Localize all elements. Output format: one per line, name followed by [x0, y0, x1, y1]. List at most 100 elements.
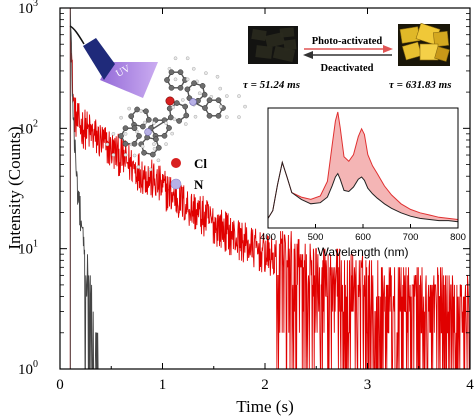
forward-arrowhead — [383, 45, 393, 53]
x-tick-label: 1 — [159, 377, 167, 393]
hydrogen-atom — [191, 67, 196, 71]
hydrogen-atom — [156, 158, 161, 163]
hydrogen-atom — [105, 142, 110, 147]
bright-crystal — [432, 30, 450, 48]
carbon-atom — [177, 69, 184, 76]
hydrogen-atom — [148, 167, 153, 172]
hydrogen-atom — [136, 165, 141, 169]
hydrogen-atom — [197, 91, 202, 96]
n-label: N — [194, 177, 204, 192]
carbon-atom — [199, 83, 206, 89]
inset-x-tick-label: 700 — [403, 232, 419, 243]
hydrogen-atom — [140, 144, 145, 149]
carbon-atom — [122, 140, 129, 147]
carbon-atom — [167, 114, 174, 121]
carbon-atom — [141, 149, 147, 156]
inset-x-ticks: 400 500 600 700 800 — [260, 224, 466, 243]
hydrogen-atom — [172, 117, 177, 122]
bright-crystal — [434, 46, 450, 62]
hydrogen-atom — [123, 132, 128, 136]
carbon-atom — [176, 118, 182, 124]
y-tick-label: 103 — [18, 0, 38, 17]
hydrogen-atom — [127, 106, 131, 111]
carbon-atom — [143, 108, 149, 115]
decay-plot-area — [60, 8, 470, 369]
hydrogen-atom — [183, 122, 188, 126]
carbon-atom — [136, 133, 142, 139]
hydrogen-atom — [185, 77, 190, 82]
cl-label: Cl — [194, 156, 207, 171]
decay-series-red — [60, 8, 470, 369]
carbon-atom — [140, 123, 146, 130]
carbon-atom — [215, 97, 222, 104]
x-tick-label: 3 — [364, 377, 372, 393]
dark-crystal — [264, 32, 286, 48]
uv-flashlight-icon: UV — [69, 25, 158, 98]
carbon-atom — [164, 77, 170, 83]
hydrogen-atom — [225, 115, 229, 119]
hydrogen-atom — [185, 56, 190, 61]
inset-x-tick-label: 400 — [260, 232, 276, 243]
inset-x-tick-label: 500 — [308, 232, 324, 243]
inset-activated-fill — [268, 112, 458, 222]
hydrogen-atom — [132, 153, 137, 158]
flashlight-cord — [69, 25, 85, 45]
carbon-atom — [131, 125, 138, 132]
dark-crystal — [279, 27, 295, 38]
emission-inset-chart: 400 500 600 700 800 Wavelength (nm) — [260, 107, 466, 259]
x-axis-label: Time (s) — [236, 397, 293, 416]
bright-crystals — [399, 22, 450, 62]
hydrogen-atom — [218, 104, 223, 109]
uv-beam — [100, 62, 158, 98]
y-axis-ticks: 100 101 102 103 — [18, 0, 470, 378]
activation-scheme: Photo-activated Deactivated τ = 51.24 ms… — [243, 22, 452, 91]
carbon-atom — [206, 112, 213, 119]
carbon-atom — [161, 132, 168, 139]
x-axis-ticks: 0 1 2 3 4 — [56, 8, 474, 393]
carbon-atom — [153, 136, 159, 143]
cl-atom-swatch — [171, 158, 181, 168]
carbon-atom — [134, 106, 140, 113]
photo-activated-label: Photo-activated — [312, 36, 383, 47]
nitrogen-atom — [189, 98, 197, 106]
carbon-atom — [131, 140, 138, 147]
hydrogen-atom — [237, 115, 241, 119]
carbon-atom — [215, 112, 222, 119]
dark-crystal — [283, 39, 297, 51]
carbon-atom — [150, 151, 156, 158]
carbon-atom — [206, 97, 213, 104]
hydrogen-atom — [111, 153, 116, 157]
carbon-atom — [182, 103, 189, 110]
carbon-atom — [177, 84, 184, 91]
nitrogen-atom — [144, 128, 152, 136]
dark-crystals — [251, 27, 297, 63]
carbon-atom — [184, 86, 191, 93]
n-atom-swatch — [170, 178, 182, 190]
hydrogen-atom — [119, 115, 123, 120]
inset-plot-area — [268, 111, 458, 223]
hydrogen-atom — [164, 121, 168, 125]
hydrogen-atom — [218, 86, 223, 91]
y-axis-label: Intensity (Counts) — [5, 126, 24, 249]
hydrogen-atom — [170, 131, 174, 136]
carbon-atom — [168, 69, 175, 76]
bright-crystal — [402, 41, 422, 61]
carbon-atom — [202, 105, 208, 111]
carbon-atom — [145, 116, 152, 123]
hydrogen-atom — [135, 129, 139, 134]
flashlight-body — [83, 38, 115, 80]
decay-series-gray — [60, 8, 191, 369]
hydrogen-atom — [181, 98, 185, 102]
tau-dark-label: τ = 51.24 ms — [243, 79, 300, 91]
x-tick-label: 4 — [466, 377, 474, 393]
atom-legend: Cl N — [170, 156, 207, 192]
carbon-atom — [166, 125, 172, 131]
inset-series-initial — [268, 160, 458, 223]
hydrogen-atom — [237, 94, 241, 98]
hydrogen-atom — [204, 71, 208, 75]
dark-crystal — [255, 45, 273, 59]
hydrogen-atom — [225, 94, 229, 98]
inset-x-tick-label: 600 — [355, 232, 371, 243]
carbon-atom — [183, 112, 190, 119]
